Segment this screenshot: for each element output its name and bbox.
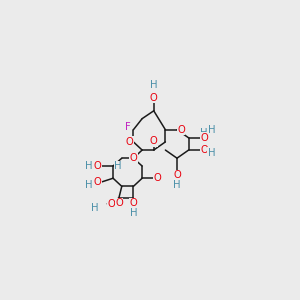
Text: H: H xyxy=(208,125,215,135)
Text: O: O xyxy=(150,93,158,103)
Text: H: H xyxy=(208,148,215,158)
Text: O: O xyxy=(130,198,137,208)
Text: H: H xyxy=(130,208,137,218)
Text: H: H xyxy=(114,161,122,171)
Text: O: O xyxy=(115,198,123,208)
Text: H: H xyxy=(85,180,93,190)
Text: O: O xyxy=(150,136,158,146)
Text: O: O xyxy=(200,133,208,143)
Text: H: H xyxy=(150,80,158,91)
Text: O: O xyxy=(154,173,161,183)
Text: O: O xyxy=(177,125,185,135)
Text: O: O xyxy=(130,153,137,163)
Text: H: H xyxy=(200,128,208,138)
Text: F: F xyxy=(125,122,130,132)
Text: H: H xyxy=(173,180,181,190)
Text: O: O xyxy=(94,161,101,171)
Text: O: O xyxy=(200,145,208,155)
Text: O: O xyxy=(126,137,134,147)
Text: O: O xyxy=(94,177,101,187)
Text: H: H xyxy=(85,161,93,171)
Text: O: O xyxy=(107,199,115,209)
Text: H: H xyxy=(91,202,98,213)
Text: O: O xyxy=(173,170,181,180)
